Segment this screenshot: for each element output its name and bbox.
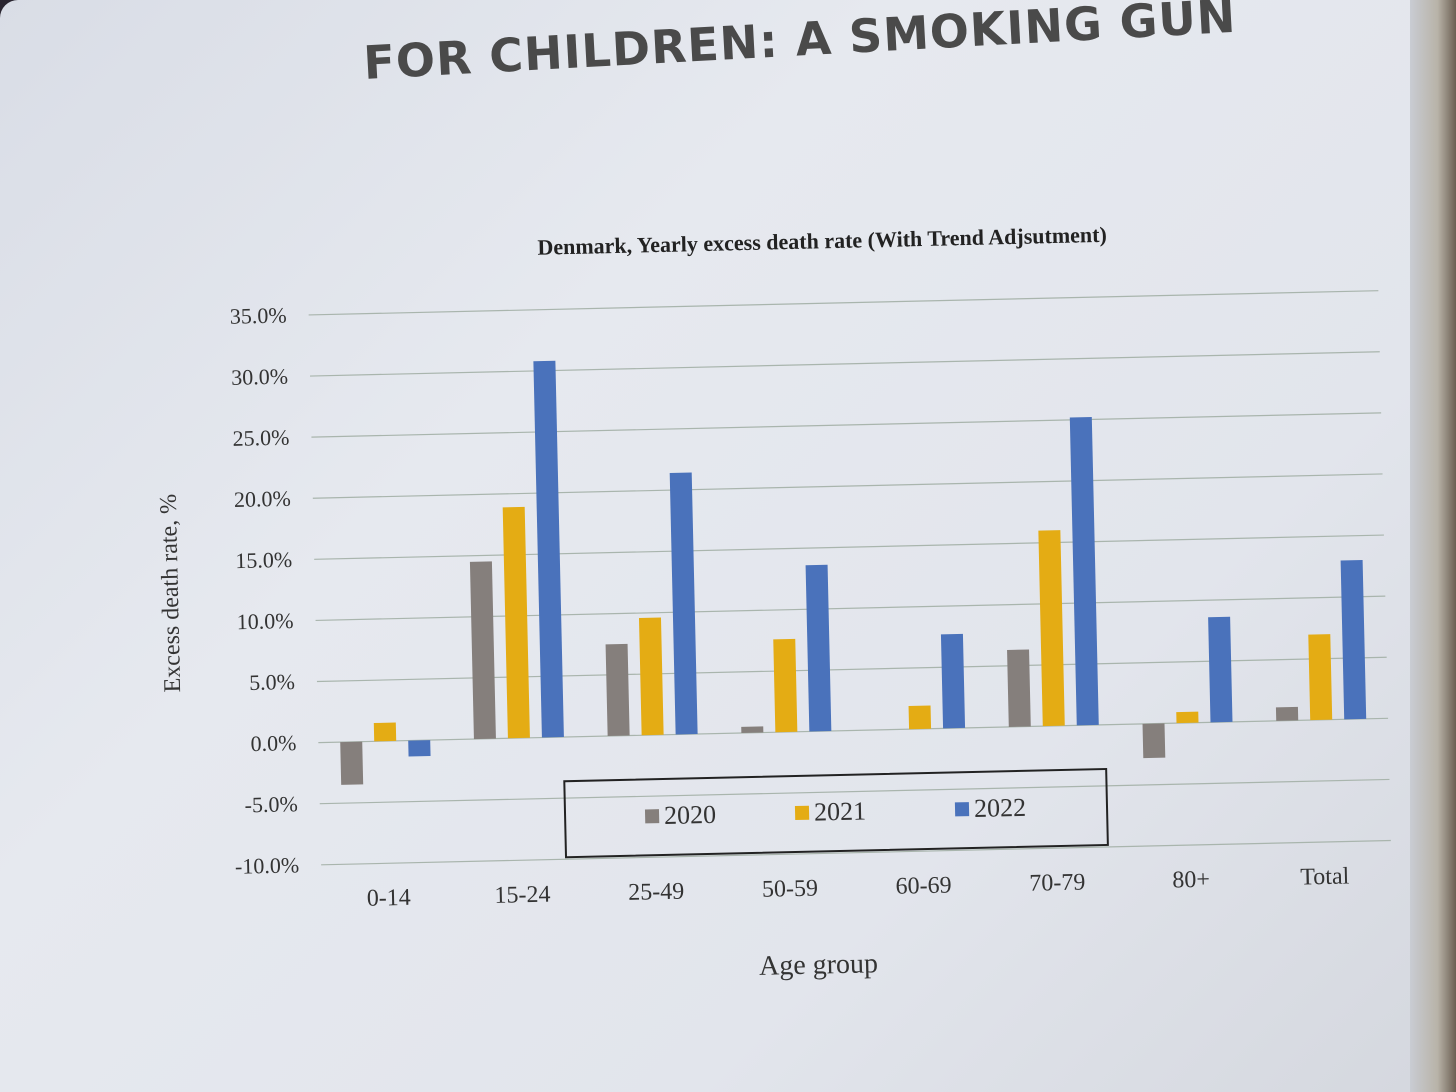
bars bbox=[340, 360, 1367, 785]
y-tick-label: 25.0% bbox=[232, 425, 289, 451]
y-tick-label: -5.0% bbox=[244, 791, 298, 817]
chart-container: Denmark, Yearly excess death rate (With … bbox=[141, 175, 1409, 1003]
bar-chart: Denmark, Yearly excess death rate (With … bbox=[156, 222, 1391, 982]
y-tick-label: 20.0% bbox=[234, 486, 291, 512]
bar-2020-0-14 bbox=[340, 741, 364, 785]
legend-label-2020: 2020 bbox=[664, 800, 717, 830]
x-tick-label: 15-24 bbox=[494, 882, 551, 909]
y-tick-label: 30.0% bbox=[231, 364, 288, 390]
bar-2020-15-24 bbox=[469, 561, 496, 740]
gridline bbox=[316, 656, 1387, 683]
bar-2021-0-14 bbox=[373, 722, 397, 742]
y-tick-label: 10.0% bbox=[236, 608, 293, 634]
y-axis-label: Excess death rate, % bbox=[156, 494, 186, 693]
x-tick-label: 25-49 bbox=[628, 879, 685, 906]
gridline bbox=[312, 473, 1383, 499]
bar-2020-70-79 bbox=[1007, 649, 1031, 727]
gridline bbox=[315, 595, 1386, 622]
x-tick-label: 70-79 bbox=[1029, 869, 1086, 896]
bar-2022-15-24 bbox=[533, 360, 564, 738]
gridline bbox=[308, 290, 1379, 316]
legend-label-2022: 2022 bbox=[974, 793, 1027, 823]
y-tick-label: 35.0% bbox=[230, 302, 287, 328]
bar-2021-70-79 bbox=[1038, 530, 1065, 727]
bar-2020-Total bbox=[1275, 706, 1299, 721]
y-tick-label: 5.0% bbox=[249, 669, 295, 695]
gridline bbox=[311, 412, 1382, 438]
chart-title: Denmark, Yearly excess death rate (With … bbox=[537, 222, 1107, 260]
page-headline: FOR CHILDREN: A SMOKING GUN bbox=[362, 0, 1238, 91]
y-tick-label: -10.0% bbox=[235, 852, 300, 878]
bar-2020-25-49 bbox=[605, 643, 630, 737]
x-tick-label: 60-69 bbox=[895, 873, 952, 900]
bar-2022-Total bbox=[1340, 559, 1367, 720]
x-tick-labels: 0-14 15-24 25-49 50-59 60-69 70-79 80+ Total bbox=[366, 863, 1349, 911]
bar-2022-60-69 bbox=[940, 633, 966, 729]
bar-2022-50-59 bbox=[805, 564, 832, 732]
gridline bbox=[314, 534, 1384, 560]
gridline bbox=[319, 778, 1390, 805]
x-tick-label: Total bbox=[1300, 863, 1350, 890]
page-edge bbox=[1410, 0, 1456, 1092]
bar-2020-80+ bbox=[1142, 723, 1166, 759]
bar-2021-50-59 bbox=[773, 638, 798, 733]
y-tick-label: 15.0% bbox=[235, 547, 292, 573]
bar-2022-80+ bbox=[1208, 616, 1233, 723]
legend-swatch-2021 bbox=[794, 805, 810, 821]
bar-2022-25-49 bbox=[669, 472, 698, 735]
x-tick-label: 50-59 bbox=[762, 876, 819, 903]
bar-2021-Total bbox=[1308, 634, 1333, 721]
bar-2021-80+ bbox=[1176, 711, 1199, 724]
bar-2022-70-79 bbox=[1069, 416, 1099, 726]
bar-2021-60-69 bbox=[908, 705, 932, 730]
gridline bbox=[310, 351, 1380, 377]
bar-2020-50-59 bbox=[741, 726, 764, 734]
bar-2021-15-24 bbox=[502, 506, 530, 739]
y-tick-label: 0.0% bbox=[250, 730, 296, 756]
bar-2022-0-14 bbox=[408, 740, 431, 757]
legend: 2020 2021 2022 bbox=[563, 767, 1109, 859]
x-tick-label: 80+ bbox=[1172, 867, 1210, 894]
y-tick-labels: -10.0% -5.0% 0.0% 5.0% 10.0% 15.0% 20.0% 25.0% 3… bbox=[230, 302, 300, 878]
gridlines bbox=[308, 290, 1391, 866]
bar-2021-25-49 bbox=[638, 617, 664, 736]
x-axis-label: Age group bbox=[759, 948, 879, 982]
legend-box bbox=[563, 767, 1109, 859]
gridline bbox=[318, 717, 1389, 744]
legend-label-2021: 2021 bbox=[814, 796, 867, 826]
legend-swatch-2020 bbox=[644, 809, 660, 824]
gridline bbox=[321, 839, 1391, 866]
x-tick-label: 0-14 bbox=[366, 885, 411, 912]
legend-swatch-2022 bbox=[954, 802, 970, 817]
